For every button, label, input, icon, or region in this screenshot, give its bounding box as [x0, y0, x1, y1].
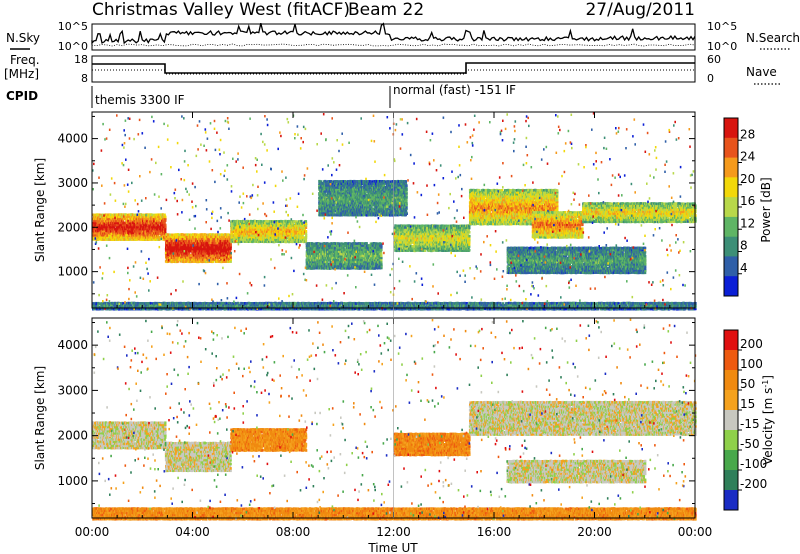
- nave-tick-top: 60: [707, 53, 721, 66]
- freq-label-line2: [MHz]: [4, 67, 39, 81]
- nsearch-label: N.Search: [746, 31, 800, 45]
- freq-tick-top: 18: [74, 53, 88, 66]
- date-label: 27/Aug/2011: [585, 0, 695, 20]
- cpid-label: CPID: [6, 89, 38, 103]
- plot-svg: Christmas Valley West (fitACF) Beam 22 2…: [0, 0, 800, 554]
- cpid-segment-2: normal (fast) -151 IF: [393, 83, 516, 97]
- freq-label-line1: Freq.: [10, 53, 40, 67]
- freq-trace: [92, 63, 695, 73]
- beam-label: Beam 22: [348, 0, 424, 20]
- cpid-segment-1: themis 3300 IF: [95, 93, 185, 107]
- nsky-trace: [92, 23, 695, 43]
- nsearch-tick-bottom: 10^0: [707, 40, 737, 53]
- freq-panel-frame: [92, 56, 695, 82]
- freq-tick-bottom: 8: [81, 72, 88, 85]
- nsearch-trace: [92, 44, 694, 46]
- nsky-tick-bottom: 10^0: [58, 40, 88, 53]
- range-time-plot: Christmas Valley West (fitACF) Beam 22 2…: [0, 0, 800, 554]
- plot-title: Christmas Valley West (fitACF): [92, 0, 350, 20]
- nsky-label: N.Sky: [6, 31, 40, 45]
- nsky-tick-top: 10^5: [58, 20, 88, 33]
- nsearch-tick-top: 10^5: [707, 20, 737, 33]
- nave-label: Nave: [746, 65, 777, 79]
- nave-tick-bottom: 0: [707, 72, 714, 85]
